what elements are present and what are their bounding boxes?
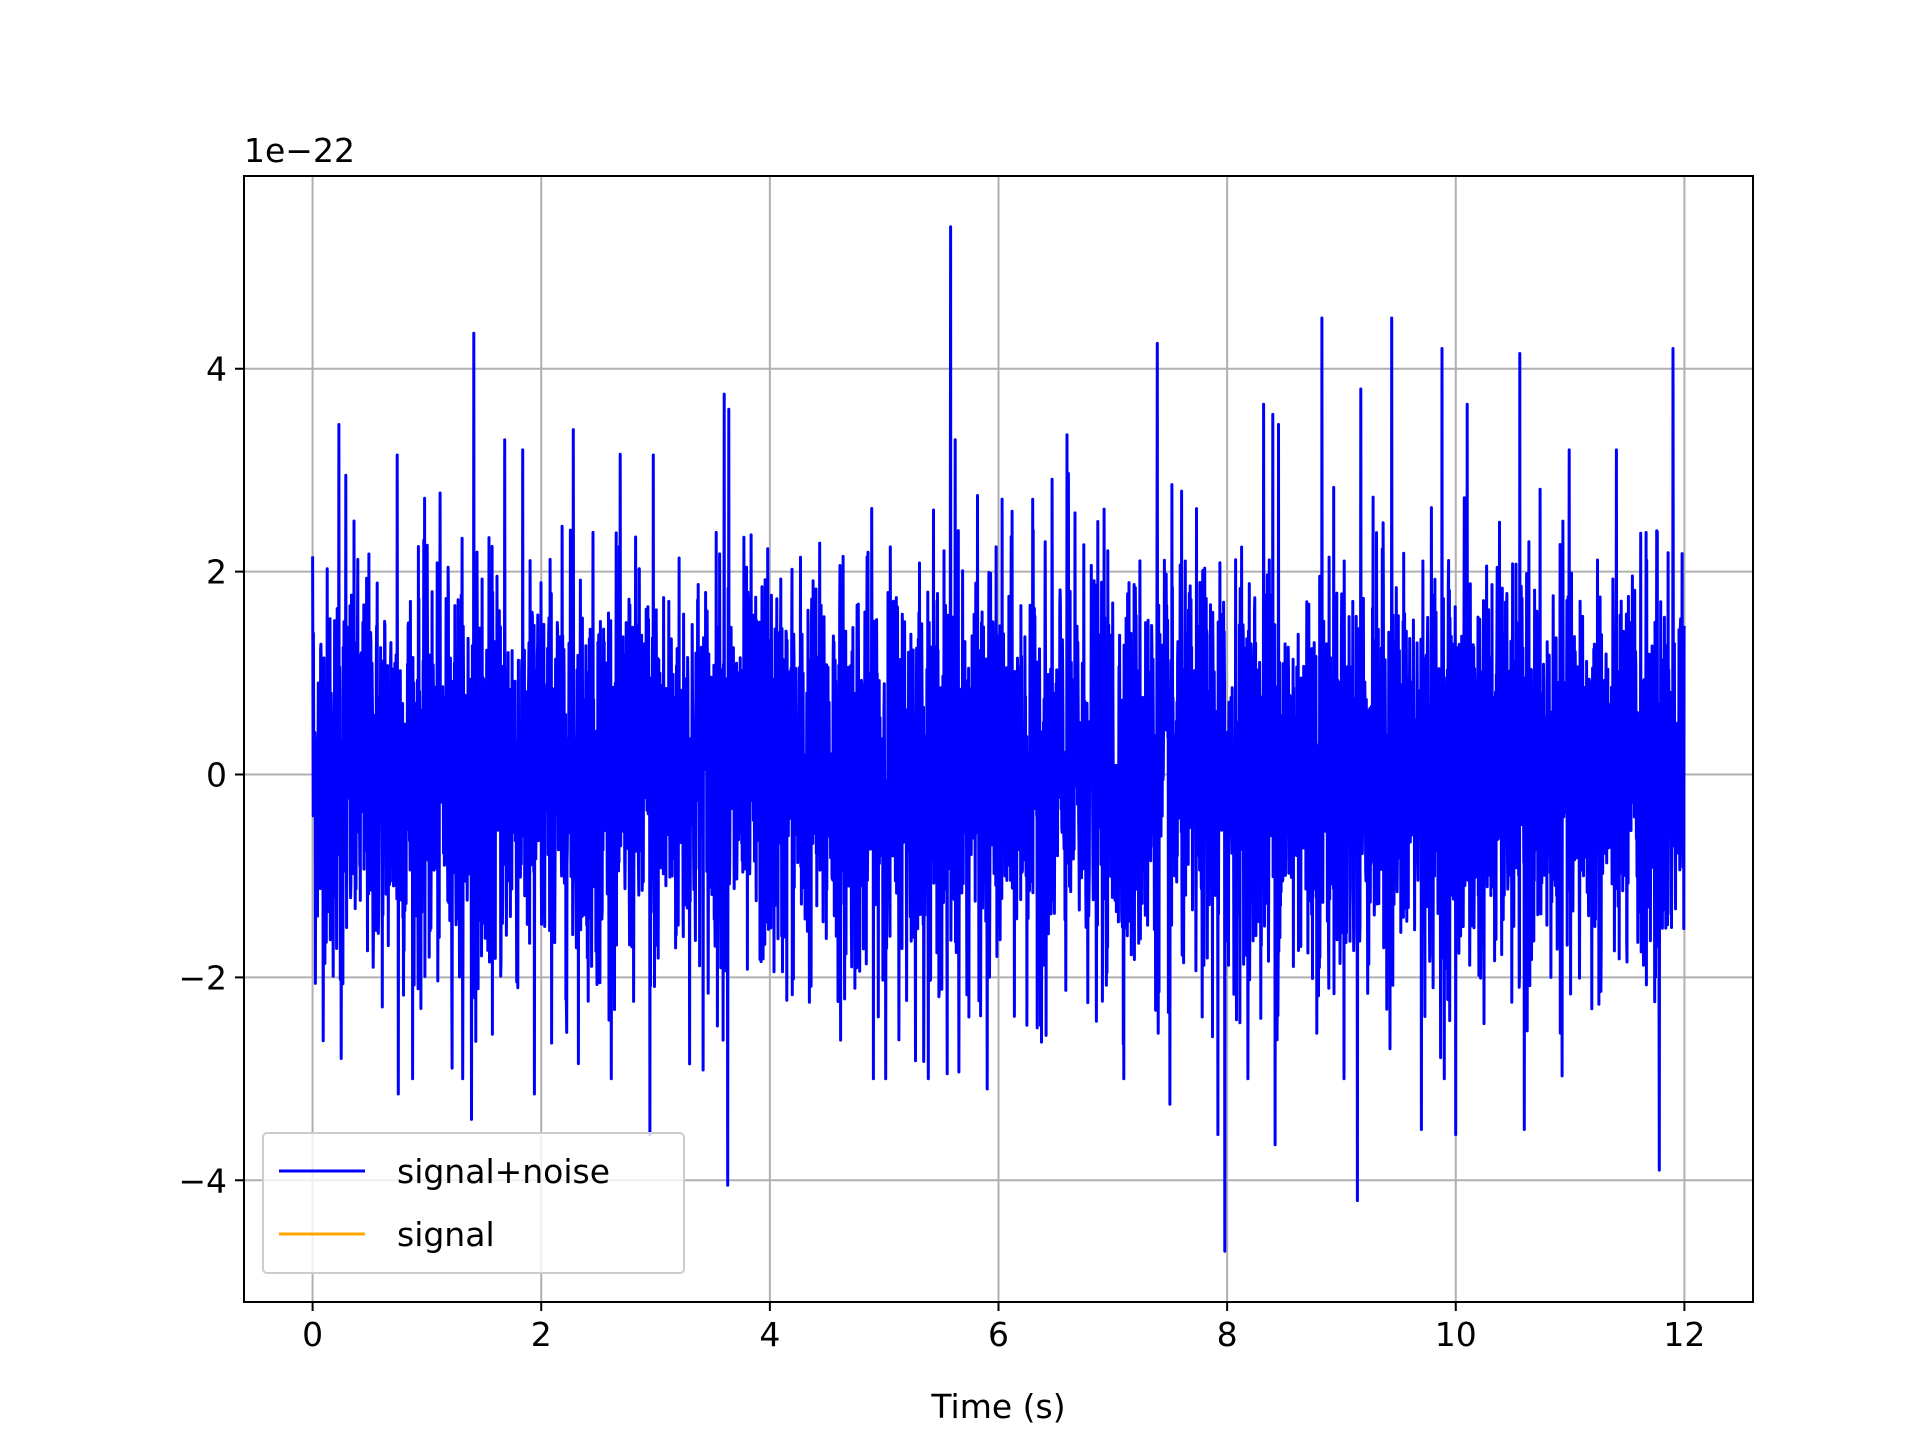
legend-box bbox=[262, 1132, 685, 1274]
x-tick-label: 6 bbox=[988, 1315, 1009, 1354]
x-tick-label: 8 bbox=[1217, 1315, 1238, 1354]
x-tick-label: 12 bbox=[1663, 1315, 1705, 1354]
legend-label-signal: signal bbox=[397, 1215, 495, 1254]
legend-label-signal-noise: signal+noise bbox=[397, 1152, 610, 1191]
y-tick-label: 2 bbox=[206, 553, 227, 592]
plot-area bbox=[311, 225, 1686, 1253]
x-axis-label: Time (s) bbox=[930, 1387, 1065, 1426]
legend: signal+noise signal bbox=[262, 1132, 685, 1274]
x-tick-label: 0 bbox=[302, 1315, 323, 1354]
y-tick-label: 0 bbox=[206, 756, 227, 795]
x-tick-label: 2 bbox=[531, 1315, 552, 1354]
y-tick-label: −4 bbox=[178, 1161, 227, 1200]
series-line-signal-noise bbox=[311, 225, 1686, 1253]
x-tick-label: 10 bbox=[1435, 1315, 1477, 1354]
y-tick-label: −2 bbox=[178, 958, 227, 997]
x-tick-label: 4 bbox=[759, 1315, 780, 1354]
y-offset-label: 1e−22 bbox=[244, 131, 355, 170]
ticks: 0 2 4 6 8 10 12 −4 −2 0 2 4 bbox=[178, 350, 1705, 1354]
y-tick-label: 4 bbox=[206, 350, 227, 389]
